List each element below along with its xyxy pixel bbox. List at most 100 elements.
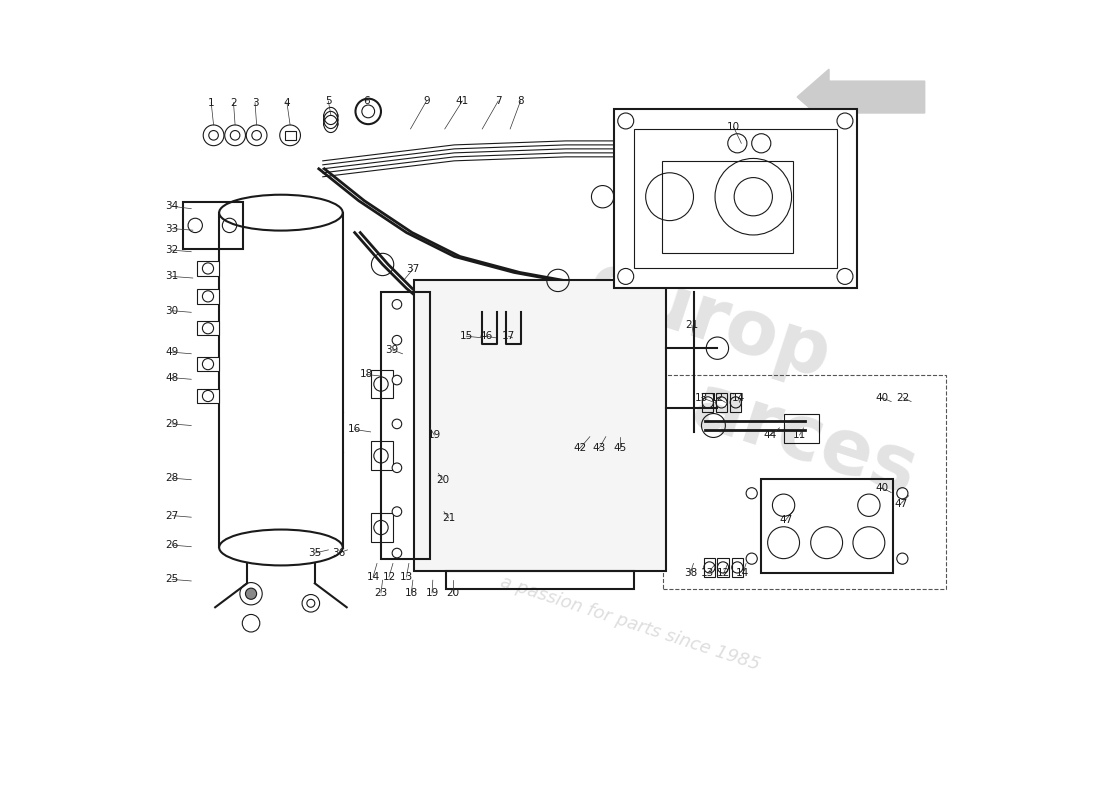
Text: 17: 17 — [502, 331, 515, 342]
Text: 19: 19 — [428, 430, 441, 440]
Text: 8: 8 — [517, 96, 524, 106]
Text: 49: 49 — [165, 347, 178, 357]
Text: 26: 26 — [165, 540, 178, 550]
Text: 23: 23 — [374, 588, 387, 598]
Text: 18: 18 — [405, 588, 418, 598]
Text: 10: 10 — [727, 122, 740, 131]
Text: 20: 20 — [447, 588, 460, 598]
Text: 21: 21 — [442, 513, 455, 523]
Text: 48: 48 — [165, 373, 178, 382]
Text: 25: 25 — [165, 574, 178, 584]
Text: 12: 12 — [717, 568, 730, 578]
Text: 41: 41 — [455, 96, 469, 106]
Bar — [381, 292, 430, 559]
Text: 13: 13 — [695, 393, 708, 402]
Text: 13: 13 — [400, 572, 414, 582]
Text: 15: 15 — [460, 331, 473, 342]
Text: 36: 36 — [332, 548, 345, 558]
Text: 42: 42 — [574, 443, 587, 453]
Text: 3: 3 — [252, 98, 258, 108]
Text: 27: 27 — [165, 510, 178, 521]
Text: 18: 18 — [360, 370, 373, 379]
Text: 34: 34 — [165, 202, 178, 211]
Text: 28: 28 — [165, 473, 178, 483]
Bar — [732, 558, 742, 577]
Text: 21: 21 — [685, 320, 698, 330]
Bar — [730, 393, 741, 412]
Bar — [783, 414, 818, 443]
Text: 22: 22 — [896, 393, 910, 402]
Circle shape — [392, 335, 402, 345]
Bar — [661, 161, 793, 253]
Bar — [197, 289, 219, 303]
Text: 9: 9 — [424, 96, 430, 106]
Bar — [197, 357, 219, 371]
Text: europ: europ — [579, 246, 840, 394]
Bar — [663, 375, 946, 589]
Bar — [716, 393, 727, 412]
Bar — [704, 558, 715, 577]
Bar — [634, 129, 837, 269]
Text: 20: 20 — [436, 474, 449, 485]
Bar — [415, 281, 666, 571]
Text: 46: 46 — [480, 331, 493, 342]
Bar — [197, 321, 219, 335]
Bar — [371, 442, 393, 470]
Text: arces: arces — [683, 369, 926, 511]
Bar — [702, 393, 714, 412]
Text: 40: 40 — [876, 393, 888, 402]
Text: 2: 2 — [230, 98, 236, 108]
Ellipse shape — [219, 194, 343, 230]
Text: 39: 39 — [385, 345, 399, 354]
Text: 37: 37 — [406, 264, 419, 274]
Bar — [197, 262, 219, 276]
Text: 47: 47 — [894, 498, 908, 509]
Circle shape — [392, 463, 402, 473]
Ellipse shape — [219, 530, 343, 566]
Text: 14: 14 — [736, 568, 749, 578]
Bar — [614, 109, 857, 288]
Text: 45: 45 — [614, 443, 627, 453]
Text: 11: 11 — [793, 430, 806, 440]
Circle shape — [392, 375, 402, 385]
Bar — [717, 558, 728, 577]
Bar — [371, 514, 393, 542]
Text: 12: 12 — [383, 572, 396, 582]
Text: 14: 14 — [366, 572, 379, 582]
Text: 5: 5 — [326, 96, 332, 106]
Text: 30: 30 — [166, 306, 178, 316]
Bar — [761, 479, 893, 573]
Circle shape — [392, 507, 402, 516]
Text: 38: 38 — [684, 568, 697, 578]
Circle shape — [392, 548, 402, 558]
Text: 14: 14 — [732, 393, 745, 402]
Text: 35: 35 — [308, 548, 321, 558]
Text: 7: 7 — [495, 96, 502, 106]
Text: 29: 29 — [165, 419, 178, 429]
Bar — [197, 389, 219, 403]
Text: 43: 43 — [593, 443, 606, 453]
Text: 16: 16 — [348, 425, 361, 434]
Text: 13: 13 — [701, 568, 715, 578]
Text: 40: 40 — [876, 482, 888, 493]
Text: 44: 44 — [763, 430, 777, 440]
Text: 19: 19 — [426, 588, 439, 598]
Bar — [184, 202, 243, 249]
Text: 32: 32 — [165, 245, 178, 255]
Text: a passion for parts since 1985: a passion for parts since 1985 — [497, 573, 762, 674]
Bar — [285, 130, 296, 140]
Circle shape — [392, 299, 402, 309]
Text: 12: 12 — [711, 393, 724, 402]
Text: 6: 6 — [363, 96, 370, 106]
Text: 33: 33 — [165, 223, 178, 234]
Bar — [219, 213, 343, 547]
Circle shape — [392, 419, 402, 429]
Bar — [447, 571, 634, 589]
Text: 1: 1 — [208, 98, 214, 108]
Text: 31: 31 — [165, 271, 178, 282]
Circle shape — [245, 588, 256, 599]
Text: 47: 47 — [780, 514, 793, 525]
Bar — [371, 370, 393, 398]
Text: 4: 4 — [284, 98, 290, 108]
FancyArrow shape — [798, 69, 925, 125]
